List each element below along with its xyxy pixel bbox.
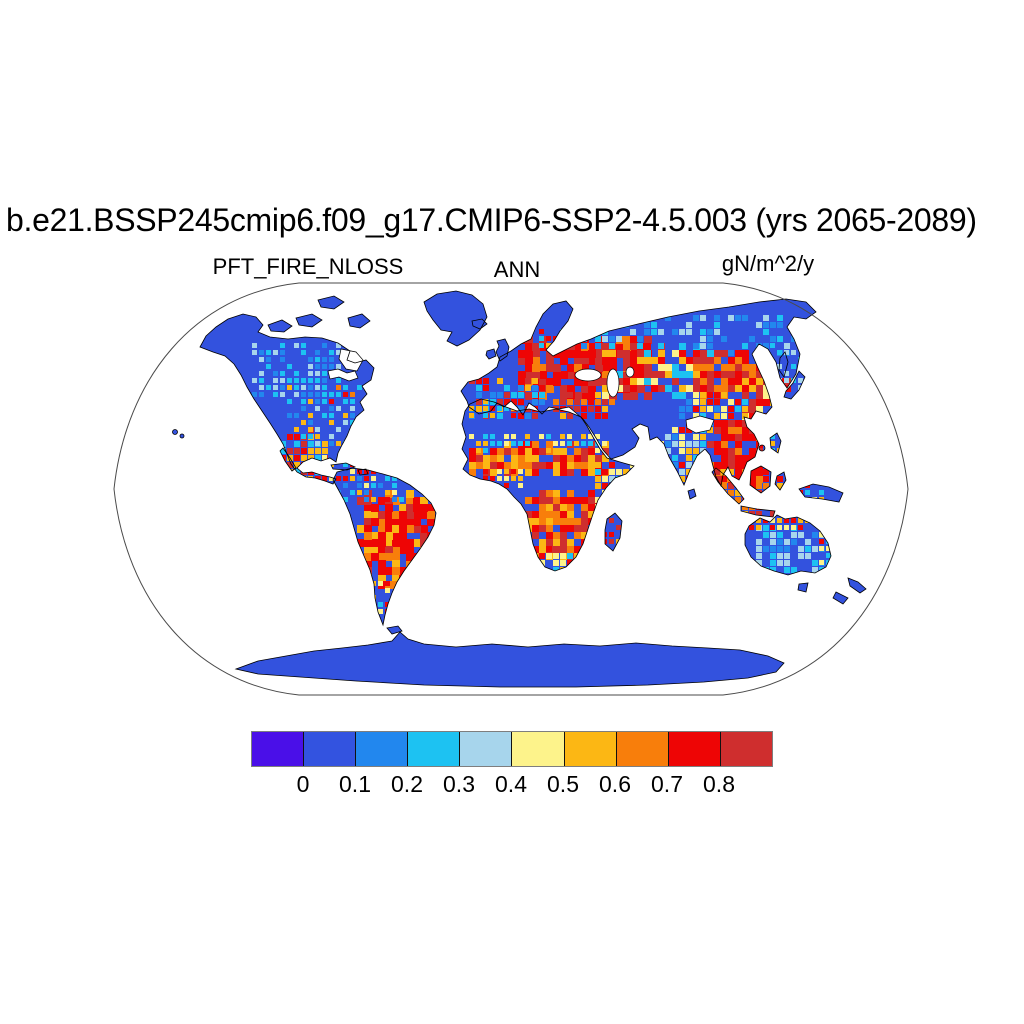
new-zealand-south: [833, 592, 848, 604]
borneo: [749, 465, 772, 494]
iceland: [471, 318, 488, 330]
arctic-island-2: [296, 314, 322, 327]
hawaii-1: [172, 429, 178, 435]
colorbar-tick: 0.5: [547, 771, 579, 797]
colorbar-segment-6: [563, 732, 616, 766]
sumatra: [711, 467, 745, 505]
colorbar-segment-7: [615, 732, 668, 766]
colorbar-segment-0: [252, 732, 304, 766]
colorbar-segment-2: [355, 732, 408, 766]
colorbar-tick: 0.1: [339, 771, 371, 797]
tasmania: [798, 583, 808, 592]
colorbar-segment-8: [667, 732, 720, 766]
north-america: [199, 313, 375, 485]
colorbar-segment-3: [407, 732, 460, 766]
java: [740, 505, 776, 518]
sri-lanka: [687, 488, 697, 500]
hudson-bay: [338, 348, 364, 372]
great-britain: [495, 338, 510, 362]
greenland: [423, 290, 488, 347]
tierra-del-fuego: [386, 625, 403, 635]
taiwan: [758, 444, 766, 452]
variable-label: PFT_FIRE_NLOSS: [212, 254, 404, 279]
south-america: [332, 467, 437, 627]
new-zealand-north: [848, 578, 866, 593]
sakhalin: [779, 352, 788, 377]
arctic-island-1: [268, 320, 292, 332]
colorbar-tick: 0.7: [651, 771, 683, 797]
arctic-island-2: [295, 313, 323, 328]
colorbar-tick: 0.8: [703, 771, 735, 797]
units-label: gN/m^2/y: [721, 251, 815, 276]
projection-outline: [113, 282, 909, 696]
sulawesi: [774, 471, 787, 491]
hawaii-1: [172, 429, 178, 435]
africa: [461, 398, 635, 572]
sri-lanka: [688, 489, 696, 499]
arctic-island-3: [318, 296, 344, 309]
inland-water: [327, 348, 715, 434]
colorbar-tick: 0.3: [443, 771, 475, 797]
colorbar-segment-9: [719, 732, 772, 766]
madagascar: [604, 512, 623, 552]
hispaniola: [357, 468, 369, 476]
arctic-island-3: [317, 295, 345, 310]
baffin-island: [347, 313, 371, 329]
aral-sea: [625, 366, 635, 378]
plot-title: b.e21.BSSP245cmip6.f09_g17.CMIP6-SSP2-4.…: [6, 202, 977, 238]
new-guinea: [798, 483, 844, 503]
colorbar-segment-4: [459, 732, 512, 766]
eurasia: [460, 298, 817, 488]
colorbar-tick: 0.6: [599, 771, 631, 797]
australia: [744, 514, 832, 576]
hawaii-2: [179, 433, 185, 439]
sakhalin: [778, 351, 789, 378]
colorbar-tick: 0.4: [495, 771, 527, 797]
ireland: [485, 348, 497, 360]
new-zealand-south: [832, 591, 849, 605]
ireland: [486, 349, 496, 359]
arctic-island-1: [267, 319, 293, 333]
coastlines: [172, 290, 867, 688]
season-label: ANN: [493, 257, 541, 282]
colorbar-tick: 0: [296, 771, 310, 797]
greenland: [424, 291, 487, 346]
tasmania: [797, 582, 809, 593]
tibet-plateau: [685, 415, 715, 434]
antarctica: [236, 632, 784, 687]
cuba: [330, 462, 357, 471]
colorbar-segment-5: [511, 732, 564, 766]
antarctica: [234, 631, 785, 688]
philippines-island: [769, 432, 782, 454]
caspian-sea: [606, 368, 620, 398]
japan: [783, 370, 806, 400]
great-lakes: [327, 368, 359, 382]
hawaii-2: [180, 434, 184, 438]
colorbar-segment-1: [303, 732, 356, 766]
colorbar-tick: 0.2: [391, 771, 423, 797]
colorbar: 0 0.1 0.2 0.3 0.4 0.5 0.6 0.7 0.8: [251, 731, 773, 801]
colorbar-segments: [251, 731, 773, 767]
new-zealand-north: [847, 577, 867, 594]
black-sea: [574, 368, 602, 382]
baja-california: [279, 447, 297, 472]
